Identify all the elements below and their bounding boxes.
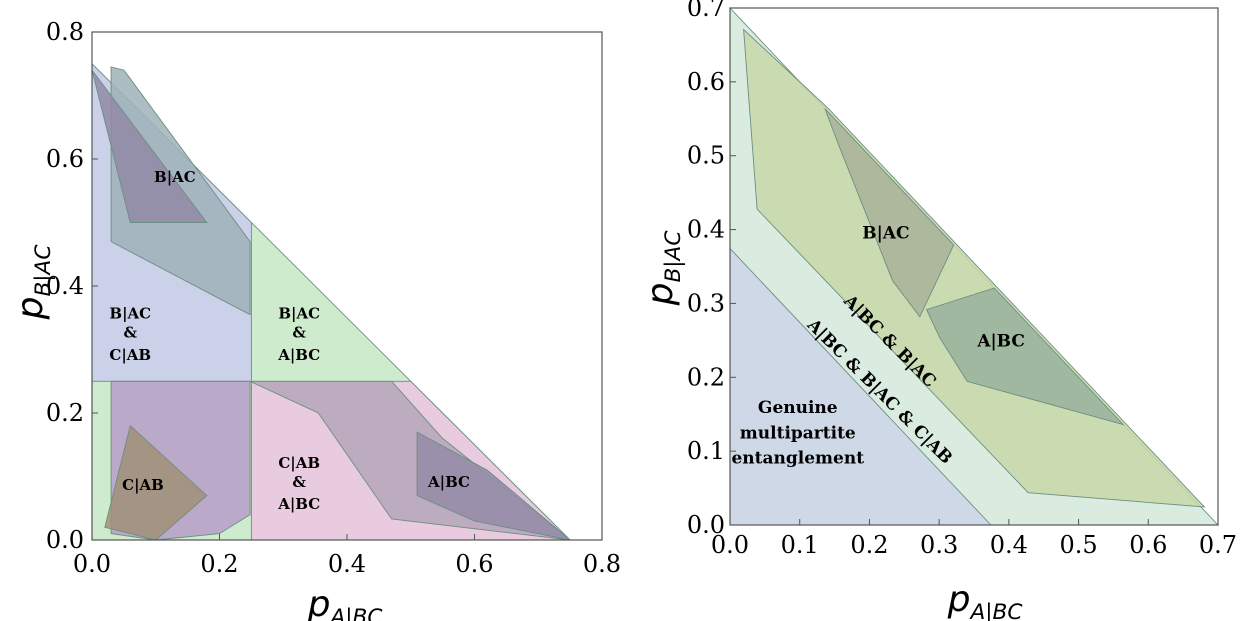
x-tick-label: 0.1 (781, 531, 819, 559)
y-tick-label: 0.3 (687, 289, 725, 317)
region-label: A|BC (277, 346, 320, 364)
region-4 (925, 287, 1125, 426)
x-tick-label: 0.3 (920, 531, 958, 559)
y-axis-title: pB|AC (10, 245, 56, 321)
x-tick-label: 0.2 (850, 531, 888, 559)
y-tick-label: 0.1 (687, 437, 725, 465)
region-label: C|AB (278, 454, 320, 472)
y-tick-label: 0.2 (687, 363, 725, 391)
x-tick-label: 0.2 (200, 550, 238, 578)
region-label: & (292, 473, 306, 491)
left-chart: 0.0 0.2 0.4 0.6 0.8 0.0 0.2 0.4 0.6 0.8 pA|BC pB|AC… (10, 18, 621, 621)
region-label: A|BC (976, 331, 1025, 351)
x-tick-label: 0.6 (1129, 531, 1167, 559)
region-label: C|AB (109, 346, 151, 364)
x-tick-label: 0.4 (328, 550, 366, 578)
region-label: B|AC (109, 305, 151, 323)
region-label: & (123, 324, 137, 342)
region-label: multipartite (740, 423, 856, 443)
y-tick-label: 0.4 (687, 216, 725, 244)
region-label: B|AC (154, 168, 196, 186)
region-6 (91, 69, 208, 223)
y-tick-label: 0.6 (687, 68, 725, 96)
y-tick-label: 0.8 (46, 18, 84, 46)
x-axis-title: pA|BC (947, 579, 1023, 621)
x-tick-label: 0.7 (1199, 531, 1237, 559)
y-tick-label: 0.4 (46, 272, 84, 300)
x-tick-label: 0.4 (990, 531, 1028, 559)
region-label: C|AB (122, 476, 164, 494)
region-label: Genuine (758, 398, 838, 418)
region-8 (104, 424, 208, 541)
x-tick-label: 0.5 (1059, 531, 1097, 559)
x-axis-title: pA|BC (307, 584, 383, 621)
x-tick-label: 0.8 (583, 550, 621, 578)
plot-frame (729, 7, 1219, 526)
x-tick-label: 0.0 (73, 550, 111, 578)
region-label: A|BC (277, 495, 320, 513)
y-tick-label: 0.7 (687, 0, 725, 22)
right-chart: 0.0 0.1 0.2 0.3 0.4 0.5 0.6 0.7 0.0 0.1 0.2 0.3 0.4 0… (640, 0, 1237, 621)
y-tick-label: 0.0 (687, 511, 725, 539)
y-tick-label: 0.2 (46, 399, 84, 427)
region-label: B|AC (862, 224, 909, 244)
y-axis-title: pB|AC (640, 231, 686, 307)
y-tick-label: 0.6 (46, 145, 84, 173)
region-label: & (292, 324, 306, 342)
region-7 (416, 431, 571, 541)
region-label: B|AC (278, 305, 320, 323)
y-tick-label: 0.5 (687, 142, 725, 170)
region-label: A|BC (427, 473, 470, 491)
y-tick-label: 0.0 (46, 526, 84, 554)
region-3 (824, 108, 955, 318)
region-label: entanglement (731, 448, 864, 468)
x-tick-label: 0.6 (455, 550, 493, 578)
x-tick-label: 0.0 (711, 531, 749, 559)
